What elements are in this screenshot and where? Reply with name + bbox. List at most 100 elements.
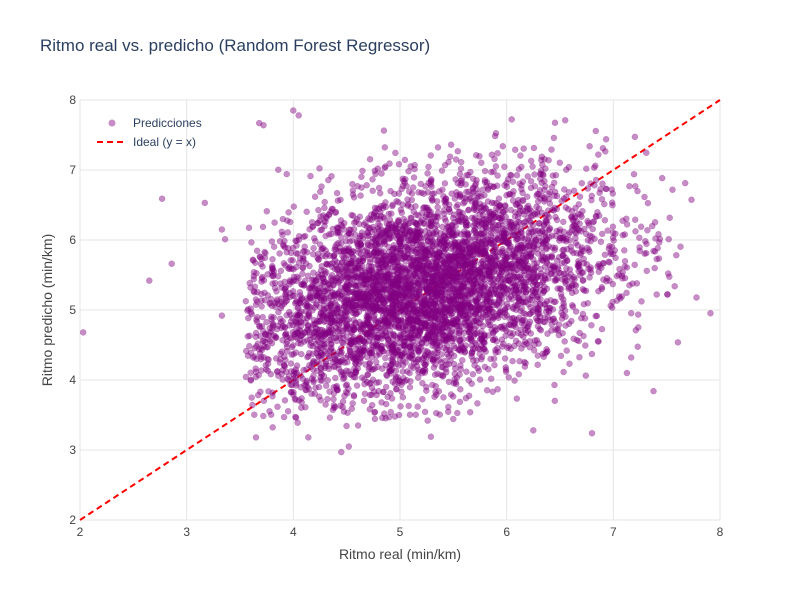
prediction-point — [458, 176, 466, 183]
prediction-point — [377, 308, 385, 315]
prediction-point — [335, 361, 342, 369]
prediction-point — [308, 219, 316, 226]
prediction-point — [361, 293, 368, 301]
prediction-point — [452, 318, 459, 326]
prediction-point — [476, 286, 484, 294]
prediction-point — [392, 149, 399, 157]
prediction-point — [427, 152, 435, 159]
prediction-point — [513, 395, 521, 402]
prediction-point — [421, 408, 429, 416]
prediction-point — [501, 182, 508, 189]
prediction-point — [498, 299, 506, 307]
prediction-point — [634, 311, 642, 318]
prediction-point — [338, 222, 346, 230]
prediction-point — [579, 285, 587, 293]
prediction-point — [406, 384, 414, 391]
prediction-point — [410, 344, 417, 352]
prediction-point — [408, 196, 416, 204]
prediction-point — [643, 249, 650, 257]
prediction-point — [464, 299, 472, 306]
prediction-point — [290, 203, 298, 210]
prediction-point — [384, 304, 391, 312]
prediction-point — [481, 263, 489, 270]
prediction-point — [438, 311, 446, 319]
prediction-point — [343, 293, 351, 301]
prediction-point — [347, 337, 354, 344]
prediction-point — [452, 176, 459, 183]
prediction-point — [495, 206, 502, 213]
prediction-point — [395, 317, 402, 325]
prediction-point — [307, 289, 314, 297]
prediction-point — [538, 153, 546, 161]
prediction-point — [580, 225, 588, 233]
prediction-point — [383, 227, 391, 235]
prediction-point — [394, 245, 402, 252]
prediction-point — [393, 259, 400, 266]
prediction-point — [643, 240, 650, 248]
prediction-point — [375, 325, 383, 332]
prediction-point — [641, 193, 648, 201]
prediction-point — [481, 223, 489, 230]
prediction-point — [396, 356, 404, 364]
prediction-point — [590, 164, 598, 171]
prediction-point — [378, 296, 386, 304]
prediction-point — [351, 231, 359, 238]
prediction-point — [303, 314, 311, 322]
prediction-point — [320, 218, 328, 225]
prediction-point — [313, 292, 321, 300]
prediction-point — [353, 382, 361, 389]
prediction-point — [664, 291, 671, 298]
prediction-point — [434, 144, 442, 151]
prediction-point — [438, 310, 445, 317]
prediction-point — [269, 320, 276, 327]
prediction-point — [274, 403, 281, 411]
prediction-point — [337, 196, 344, 204]
prediction-point — [353, 237, 361, 245]
prediction-point — [502, 260, 510, 268]
prediction-point — [494, 253, 501, 260]
prediction-point — [472, 233, 479, 241]
prediction-point — [453, 322, 461, 330]
prediction-point — [579, 277, 587, 284]
prediction-point — [631, 133, 639, 141]
prediction-point — [401, 232, 408, 239]
prediction-point — [260, 412, 267, 420]
prediction-point — [414, 374, 422, 381]
prediction-point — [245, 314, 252, 322]
prediction-point — [389, 263, 397, 271]
prediction-point — [474, 270, 482, 278]
prediction-point — [244, 352, 252, 359]
prediction-point — [385, 243, 392, 251]
prediction-point — [374, 319, 382, 327]
prediction-point — [413, 310, 421, 317]
prediction-point — [304, 322, 312, 329]
prediction-point — [437, 282, 444, 289]
prediction-point — [623, 289, 630, 297]
prediction-point — [453, 253, 461, 261]
prediction-point — [494, 386, 501, 393]
prediction-point — [530, 286, 537, 294]
prediction-point — [435, 387, 443, 395]
prediction-point — [392, 375, 400, 382]
prediction-point — [395, 276, 403, 284]
prediction-point — [391, 311, 399, 319]
prediction-point — [488, 230, 495, 237]
prediction-point — [552, 326, 559, 333]
prediction-point — [513, 283, 520, 290]
prediction-point — [612, 254, 619, 262]
prediction-point — [244, 307, 251, 314]
prediction-point — [495, 221, 502, 229]
prediction-point — [527, 253, 535, 260]
prediction-point — [344, 409, 351, 416]
prediction-point — [380, 239, 388, 246]
prediction-point — [286, 322, 293, 329]
prediction-point — [379, 295, 387, 303]
prediction-point — [493, 200, 500, 207]
prediction-point — [526, 247, 533, 254]
prediction-point — [447, 282, 454, 290]
prediction-point — [382, 262, 390, 269]
prediction-point — [424, 289, 432, 296]
prediction-point — [522, 326, 529, 334]
prediction-point — [609, 190, 617, 197]
prediction-point — [597, 185, 604, 193]
